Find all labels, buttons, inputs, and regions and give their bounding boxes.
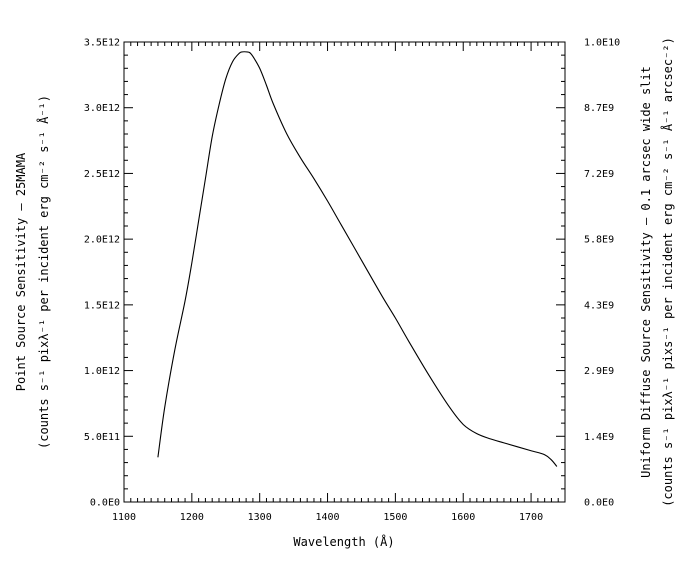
y-axis-left-title-line2: (counts s⁻¹ pixλ⁻¹ per incident erg cm⁻²… bbox=[36, 95, 51, 449]
x-tick-label: 1500 bbox=[383, 512, 407, 523]
y-right-tick-label: 1.0E10 bbox=[584, 38, 620, 49]
y-left-tick-label: 1.5E12 bbox=[84, 300, 120, 311]
y-left-tick-label: 2.0E12 bbox=[84, 235, 120, 246]
x-axis-title: Wavelength (Å) bbox=[293, 534, 394, 549]
sensitivity-curve bbox=[157, 51, 558, 467]
x-tick-label: 1100 bbox=[112, 512, 136, 523]
y-left-tick-label: 5.0E11 bbox=[84, 432, 120, 443]
plot-frame bbox=[123, 41, 566, 503]
y-axis-left: 0.0E0 5.0E11 1.0E12 1.5E12 2.0E12 2.5E12 3.0E1… bbox=[84, 38, 133, 509]
x-tick-label: 1700 bbox=[519, 512, 543, 523]
y-left-tick-label: 3.0E12 bbox=[84, 103, 120, 114]
y-right-tick-label: 1.4E9 bbox=[584, 432, 614, 443]
x-tick-label: 1400 bbox=[315, 512, 339, 523]
y-right-tick-label: 4.3E9 bbox=[584, 300, 614, 311]
y-right-tick-label: 5.8E9 bbox=[584, 235, 614, 246]
y-left-tick-label: 3.5E12 bbox=[84, 38, 120, 49]
y-right-tick-label: 0.0E0 bbox=[584, 498, 614, 509]
y-axis-left-title-line1: Point Source Sensitivity – 25MAMA bbox=[14, 152, 28, 391]
y-left-tick-label: 1.0E12 bbox=[84, 366, 120, 377]
x-axis: 1100 1200 1300 1400 1500 1600 1700 bbox=[112, 42, 566, 523]
y-right-tick-label: 7.2E9 bbox=[584, 169, 614, 180]
y-left-tick-label: 2.5E12 bbox=[84, 169, 120, 180]
x-tick-label: 1200 bbox=[180, 512, 204, 523]
x-tick-label: 1600 bbox=[451, 512, 475, 523]
y-axis-right: 0.0E0 1.4E9 2.9E9 4.3E9 5.8E9 7.2E9 8.7E9 1.0E1… bbox=[556, 38, 620, 509]
y-right-tick-label: 8.7E9 bbox=[584, 103, 614, 114]
x-tick-label: 1300 bbox=[248, 512, 272, 523]
y-axis-right-title-line1: Uniform Diffuse Source Sensitivity – 0.1… bbox=[639, 66, 653, 478]
y-right-tick-label: 2.9E9 bbox=[584, 366, 614, 377]
y-axis-right-title-line2: (counts s⁻¹ pixλ⁻¹ pixs⁻¹ per incident e… bbox=[660, 37, 675, 507]
y-left-tick-label: 0.0E0 bbox=[90, 498, 120, 509]
